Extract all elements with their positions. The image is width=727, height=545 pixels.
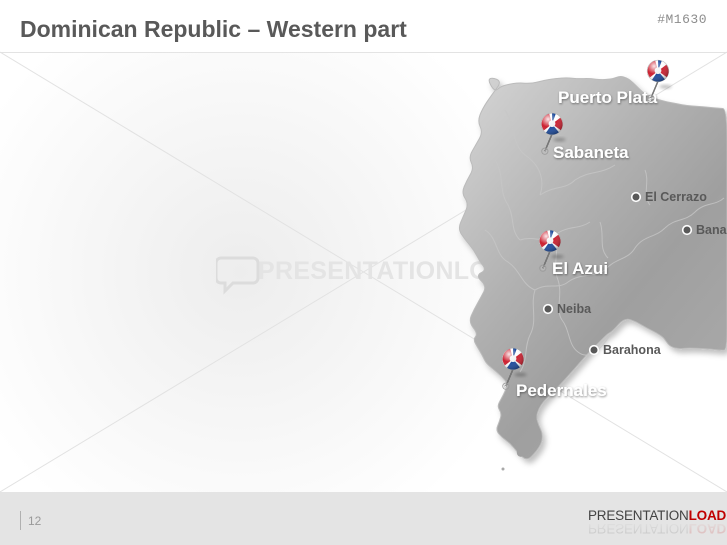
svg-text:Neiba: Neiba — [557, 302, 592, 316]
svg-text:El Cerrazo: El Cerrazo — [645, 190, 707, 204]
svg-text:Pedernales: Pedernales — [516, 381, 607, 400]
svg-text:Puerto Plata: Puerto Plata — [558, 88, 658, 107]
svg-text:Banao: Banao — [696, 223, 727, 237]
svg-text:Barahona: Barahona — [603, 343, 662, 357]
svg-text:Sabaneta: Sabaneta — [553, 143, 629, 162]
svg-text:El Azui: El Azui — [552, 259, 608, 278]
